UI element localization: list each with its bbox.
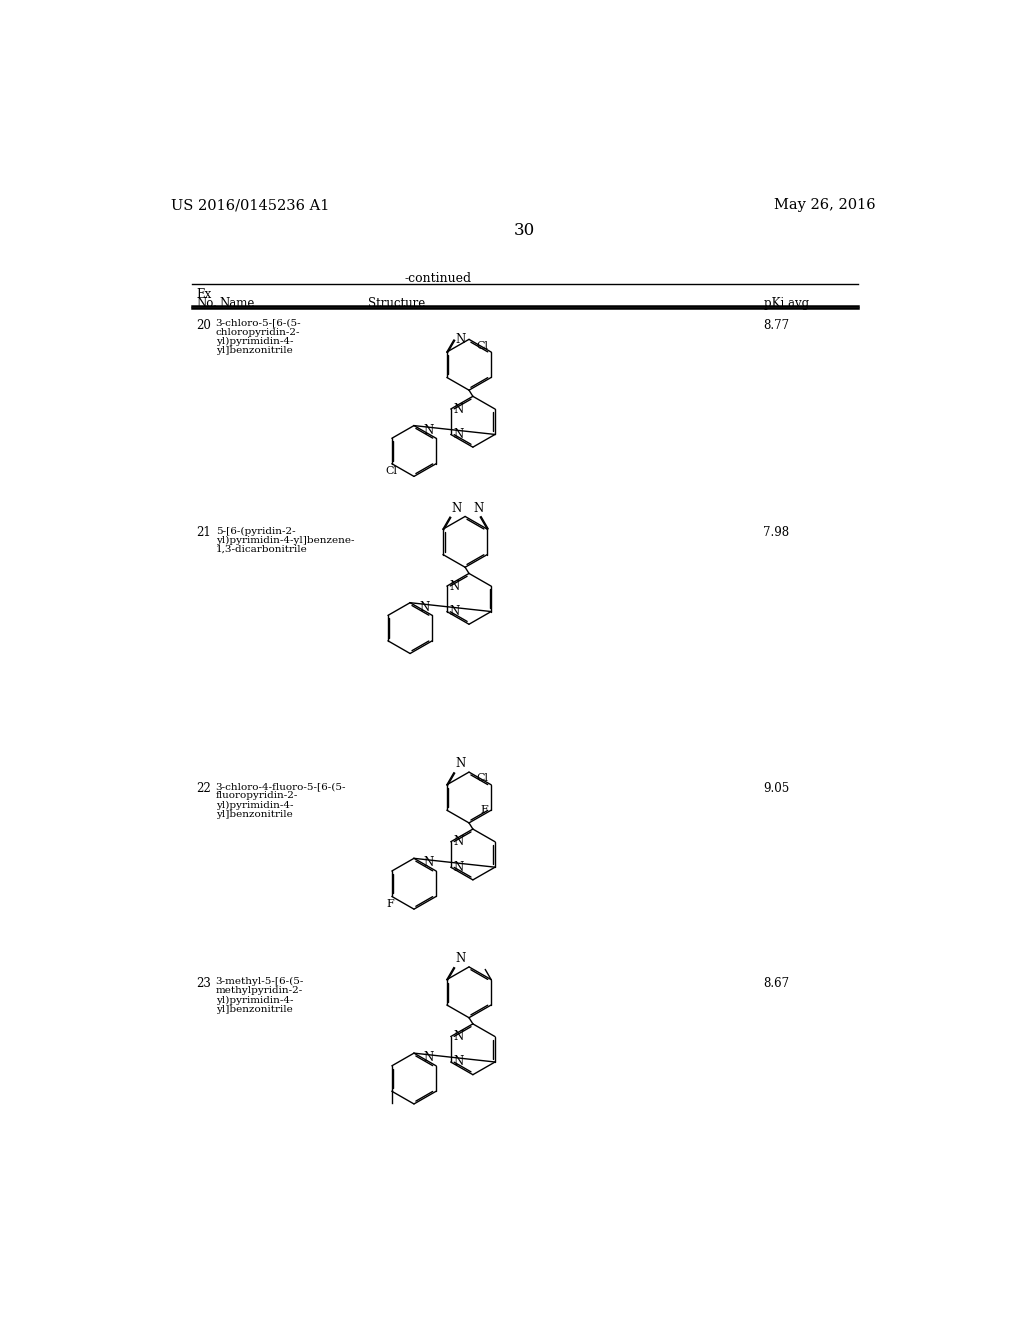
Text: 20: 20 (197, 318, 211, 331)
Text: pKi avg: pKi avg (764, 297, 809, 310)
Text: 23: 23 (197, 977, 211, 990)
Text: 1,3-dicarbonitrile: 1,3-dicarbonitrile (216, 545, 307, 554)
Text: N: N (453, 861, 463, 874)
Text: No.: No. (197, 297, 217, 310)
Text: yl)pyrimidin-4-: yl)pyrimidin-4- (216, 800, 293, 809)
Text: yl]benzonitrile: yl]benzonitrile (216, 810, 292, 818)
Text: 21: 21 (197, 527, 211, 540)
Text: 5-[6-(pyridin-2-: 5-[6-(pyridin-2- (216, 527, 295, 536)
Text: yl)pyrimidin-4-yl]benzene-: yl)pyrimidin-4-yl]benzene- (216, 536, 354, 545)
Text: 3-methyl-5-[6-(5-: 3-methyl-5-[6-(5- (216, 977, 304, 986)
Text: N: N (456, 333, 466, 346)
Text: 3-chloro-5-[6-(5-: 3-chloro-5-[6-(5- (216, 318, 301, 327)
Text: N: N (452, 502, 462, 515)
Text: N: N (456, 758, 466, 771)
Text: Cl: Cl (476, 774, 488, 783)
Text: US 2016/0145236 A1: US 2016/0145236 A1 (171, 198, 329, 213)
Text: N: N (450, 605, 460, 618)
Text: 30: 30 (514, 222, 536, 239)
Text: -continued: -continued (404, 272, 472, 285)
Text: N: N (450, 579, 460, 593)
Text: N: N (453, 1056, 463, 1068)
Text: yl)pyrimidin-4-: yl)pyrimidin-4- (216, 995, 293, 1005)
Text: 7.98: 7.98 (764, 527, 790, 540)
Text: 3-chloro-4-fluoro-5-[6-(5-: 3-chloro-4-fluoro-5-[6-(5- (216, 781, 346, 791)
Text: N: N (453, 403, 463, 416)
Text: N: N (424, 424, 434, 437)
Text: chloropyridin-2-: chloropyridin-2- (216, 327, 300, 337)
Text: 8.77: 8.77 (764, 318, 790, 331)
Text: N: N (424, 1051, 434, 1064)
Text: N: N (453, 836, 463, 849)
Text: N: N (474, 502, 484, 515)
Text: fluoropyridin-2-: fluoropyridin-2- (216, 792, 298, 800)
Text: N: N (456, 952, 466, 965)
Text: Cl: Cl (386, 466, 398, 477)
Text: Cl: Cl (476, 341, 488, 351)
Text: Ex: Ex (197, 288, 211, 301)
Text: N: N (453, 1030, 463, 1043)
Text: N: N (424, 857, 434, 870)
Text: F: F (386, 899, 394, 908)
Text: Name: Name (219, 297, 255, 310)
Text: yl)pyrimidin-4-: yl)pyrimidin-4- (216, 337, 293, 346)
Text: yl]benzonitrile: yl]benzonitrile (216, 1005, 292, 1014)
Text: May 26, 2016: May 26, 2016 (774, 198, 876, 213)
Text: N: N (453, 428, 463, 441)
Text: Structure: Structure (369, 297, 426, 310)
Text: N: N (420, 601, 430, 614)
Text: yl]benzonitrile: yl]benzonitrile (216, 346, 292, 355)
Text: 9.05: 9.05 (764, 781, 790, 795)
Text: 8.67: 8.67 (764, 977, 790, 990)
Text: methylpyridin-2-: methylpyridin-2- (216, 986, 303, 995)
Text: 22: 22 (197, 781, 211, 795)
Text: F: F (480, 805, 488, 816)
